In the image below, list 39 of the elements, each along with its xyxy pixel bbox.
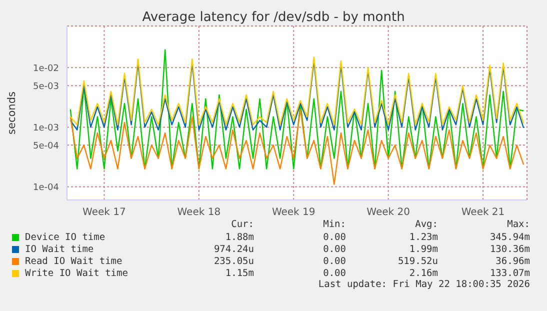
text: 133.07m: [488, 268, 530, 278]
text: 1.23m: [408, 232, 438, 242]
text: 0.00: [322, 244, 346, 254]
text: 1.88m: [224, 232, 254, 242]
text: Min:: [322, 219, 346, 231]
text: 1.15m: [224, 268, 254, 278]
legend-label: IO Wait time: [25, 244, 94, 254]
x-tick-label: Week 19: [272, 207, 316, 218]
text: Avg:: [414, 219, 438, 231]
line-series: [70, 108, 524, 185]
text: 0.00: [322, 256, 346, 266]
y-tick-label: 5e-04: [33, 141, 60, 152]
y-tick-label: 5e-03: [33, 82, 59, 92]
line-series: [70, 49, 524, 170]
text: 0.00: [322, 268, 346, 278]
legend-label: Write IO Wait time: [25, 268, 128, 278]
text: 974.24u: [212, 244, 254, 254]
text: Max:: [506, 219, 530, 231]
text: 2.16m: [408, 268, 438, 278]
text: 345.94m: [488, 232, 530, 242]
y-tick-label: 1e-02: [33, 64, 59, 74]
x-tick-label: Week 21: [461, 207, 505, 218]
x-tick-label: Week 18: [177, 207, 221, 218]
legend-label: Read IO Wait time: [25, 256, 122, 266]
y-axis-title: seconds: [6, 92, 18, 134]
text: 0.00: [322, 232, 346, 242]
y-tick-label: 1e-04: [33, 182, 60, 193]
text: 519.52u: [396, 256, 438, 266]
text: Last update: Fri May 22 18:00:35 2026: [317, 279, 530, 291]
x-tick-label: Week 20: [366, 207, 410, 218]
x-tick-label: Week 17: [82, 207, 126, 218]
legend-label: Device IO time: [25, 232, 106, 242]
y-tick-label: 1e-03: [33, 123, 59, 134]
text: 235.05u: [212, 256, 254, 266]
chart-title: Average latency for /dev/sdb - by month: [141, 10, 406, 25]
text: 130.36m: [488, 244, 530, 254]
text: Cur:: [230, 219, 254, 231]
text: 36.96m: [494, 256, 530, 266]
text: 1.99m: [408, 244, 438, 254]
